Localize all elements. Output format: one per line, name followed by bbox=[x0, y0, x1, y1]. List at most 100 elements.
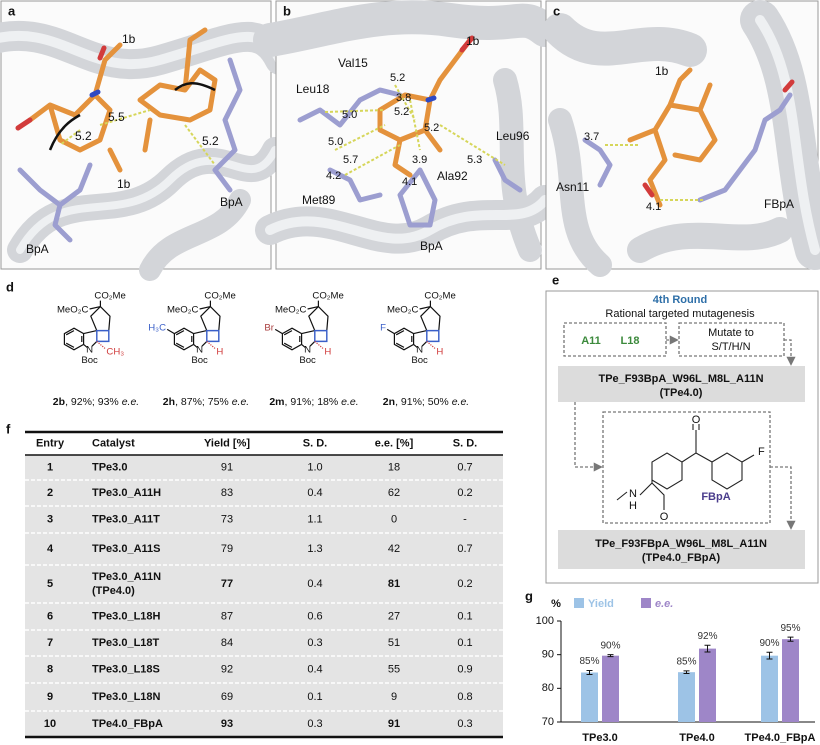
panel-a: a 1b 5.5 5.2 5.2 1b BpA BpA bbox=[0, 0, 295, 281]
helix bbox=[265, 195, 550, 244]
distance-label: 5.0 bbox=[342, 109, 357, 121]
entry-cell: 5 bbox=[47, 578, 53, 590]
entry-cell: 8 bbox=[47, 663, 53, 675]
x-tick-label: TPe4.0 bbox=[679, 732, 714, 744]
variant-box bbox=[558, 530, 805, 569]
stereo-bond bbox=[206, 340, 216, 350]
value-label: 95% bbox=[780, 623, 800, 634]
distance-label: 4.1 bbox=[646, 201, 661, 213]
atom-label: H bbox=[629, 500, 637, 512]
catalyst-cell: TPe3.0 bbox=[92, 461, 127, 473]
nitrogen-stick bbox=[425, 95, 437, 103]
atom-label: O bbox=[660, 511, 669, 523]
bpa-stick bbox=[17, 162, 93, 243]
yield_sd-cell: 0.4 bbox=[307, 663, 322, 675]
bond bbox=[63, 300, 111, 351]
catalyst-cell: TPe3.0_L18S bbox=[92, 663, 160, 675]
bar bbox=[602, 655, 619, 722]
cyclobutane-bond bbox=[96, 329, 110, 343]
yield_sd-cell: 0.1 bbox=[307, 691, 322, 703]
ester-label: MeO₂C bbox=[387, 305, 419, 316]
y-tick-label: 80 bbox=[542, 682, 554, 694]
residue-label: BpA bbox=[420, 239, 443, 253]
residue-label: Leu96 bbox=[496, 129, 530, 143]
ee-cell: 81 bbox=[388, 578, 400, 590]
yield-cell: 93 bbox=[221, 718, 233, 730]
entry-cell: 10 bbox=[44, 718, 56, 730]
panel-label: f bbox=[6, 421, 11, 436]
catalyst-cell: TPe3.0_A11H bbox=[92, 487, 161, 499]
ester-label: MeO₂C bbox=[275, 305, 307, 316]
ester-label: CO₂Me bbox=[94, 290, 125, 301]
residue-stick bbox=[582, 92, 793, 203]
ee_sd-cell: 0.7 bbox=[457, 461, 472, 473]
distance-label: 3.7 bbox=[584, 131, 599, 143]
compound-result: , 92%; 93% bbox=[65, 396, 122, 408]
catalyst-cell: TPe4.0_FBpA bbox=[92, 718, 163, 730]
distance-label: 5.2 bbox=[390, 72, 405, 84]
atom-label: N bbox=[86, 344, 93, 355]
atom-label: N bbox=[629, 488, 637, 500]
ee_sd-cell: 0.3 bbox=[457, 718, 472, 730]
ee-label: e.e. bbox=[452, 396, 470, 408]
yield_sd-cell: 1.3 bbox=[307, 543, 322, 555]
entry-cell: 6 bbox=[47, 610, 53, 622]
yield-cell: 84 bbox=[221, 637, 233, 649]
distance-label: 5.2 bbox=[202, 134, 219, 148]
ee-cell: 0 bbox=[391, 513, 397, 525]
distance-line bbox=[59, 109, 216, 166]
panel-label: c bbox=[553, 3, 560, 18]
nitrogen-stick bbox=[89, 89, 101, 98]
yield_sd-cell: 0.4 bbox=[307, 578, 322, 590]
distance-label: 4.1 bbox=[402, 176, 417, 188]
yield-cell: 92 bbox=[221, 663, 233, 675]
ee-label: e.e. bbox=[232, 396, 250, 408]
yield-cell: 73 bbox=[221, 513, 233, 525]
ring-substituent: H₃C bbox=[148, 323, 166, 334]
column-header: S. D. bbox=[303, 437, 327, 449]
compound-id: 2m bbox=[269, 396, 284, 408]
residue-label: 1b bbox=[122, 32, 136, 46]
ee-label: e.e. bbox=[122, 396, 140, 408]
panel-label: d bbox=[6, 279, 14, 294]
yield_sd-cell: 0.6 bbox=[307, 610, 322, 622]
arrow bbox=[784, 339, 796, 366]
compound-id: 2h bbox=[163, 396, 175, 408]
legend-swatch bbox=[574, 598, 584, 608]
residue-label: 1b bbox=[117, 177, 131, 191]
atom-label: F bbox=[758, 446, 765, 458]
strategy: Rational targeted mutagenesis bbox=[605, 308, 755, 320]
stereo-label: H bbox=[436, 347, 443, 358]
ring-substituent: Br bbox=[264, 323, 274, 334]
distance-label: 5.2 bbox=[424, 122, 439, 134]
column-header: Entry bbox=[36, 437, 65, 449]
error-bar bbox=[586, 669, 593, 676]
helix bbox=[548, 108, 612, 277]
distance-line bbox=[324, 84, 506, 176]
x-tick-label: TPe4.0_FBpA bbox=[745, 732, 816, 744]
value-label: 92% bbox=[697, 631, 717, 642]
compound-caption: 2h, 87%; 75% e.e. bbox=[163, 396, 249, 408]
y-tick-label: 70 bbox=[542, 716, 554, 728]
y-axis-label: % bbox=[551, 598, 561, 610]
residue-label: Met89 bbox=[302, 193, 336, 207]
residue-label: 1b bbox=[655, 64, 669, 78]
residue-label: BpA bbox=[220, 195, 243, 209]
ee_sd-cell: 0.2 bbox=[457, 578, 472, 590]
error-bar bbox=[766, 651, 773, 660]
yield_sd-cell: 0.4 bbox=[307, 487, 322, 499]
yield-cell: 77 bbox=[221, 578, 233, 590]
round-title: 4th Round bbox=[653, 294, 707, 306]
compound-result: , 91%; 50% bbox=[395, 396, 452, 408]
atom-label: O bbox=[692, 414, 701, 426]
column-header: e.e. [%] bbox=[375, 437, 414, 449]
column-header: S. D. bbox=[453, 437, 477, 449]
ligand-stick bbox=[137, 27, 218, 123]
distance-label: 5.5 bbox=[108, 110, 125, 124]
